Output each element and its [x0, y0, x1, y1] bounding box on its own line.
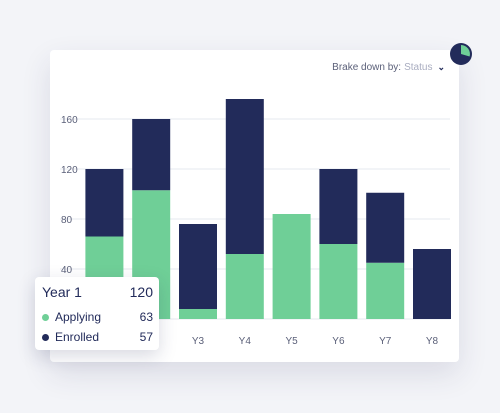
y-tick-label: 120: [61, 165, 78, 176]
bar-applying-y3: [179, 309, 217, 319]
breakdown-label: Brake down by:: [332, 62, 402, 73]
tooltip-row-value: 63: [139, 310, 153, 324]
chevron-down-icon: ⌄: [437, 62, 445, 72]
bar-enrolled-y2: [132, 119, 171, 191]
tooltip-row-applying: Applying 63: [42, 310, 153, 324]
x-tick-label: Y3: [192, 336, 205, 347]
bar-enrolled-y1: [85, 169, 124, 237]
y-tick-label: 40: [61, 265, 73, 276]
tooltip-total: 120: [129, 284, 153, 300]
tooltip-row-value: 57: [139, 330, 153, 344]
bar-enrolled-y7: [366, 192, 405, 263]
x-tick-label: Y6: [332, 336, 345, 347]
pie-chart-icon[interactable]: [449, 42, 473, 66]
x-tick-label: Y8: [426, 336, 439, 347]
bar-applying-y7: [366, 262, 405, 319]
applying-dot-icon: [42, 313, 49, 321]
enrolled-dot-icon: [42, 333, 49, 341]
bar-enrolled-y3: [179, 224, 217, 309]
y-tick-label: 80: [61, 215, 73, 226]
tooltip-row-label: Applying: [55, 310, 102, 324]
bar-applying-y5: [272, 214, 311, 319]
bar-enrolled-y6: [319, 169, 358, 244]
bar-enrolled-y8: [413, 249, 451, 319]
x-tick-label: Y7: [379, 336, 392, 347]
breakdown-value: Status: [404, 62, 433, 73]
y-tick-label: 160: [61, 115, 78, 126]
x-tick-label: Y4: [239, 336, 252, 347]
bar-applying-y4: [225, 254, 264, 319]
tooltip-row-enrolled: Enrolled 57: [42, 330, 153, 344]
tooltip: Year 1 120 Applying 63 Enrolled 57: [35, 277, 159, 350]
bar-enrolled-y4: [225, 99, 264, 254]
tooltip-row-label: Enrolled: [55, 330, 100, 344]
bar-applying-y6: [319, 244, 358, 319]
x-tick-label: Y5: [285, 336, 298, 347]
tooltip-title: Year 1: [42, 284, 82, 300]
breakdown-dropdown[interactable]: Brake down by: Status ⌄: [332, 62, 445, 73]
